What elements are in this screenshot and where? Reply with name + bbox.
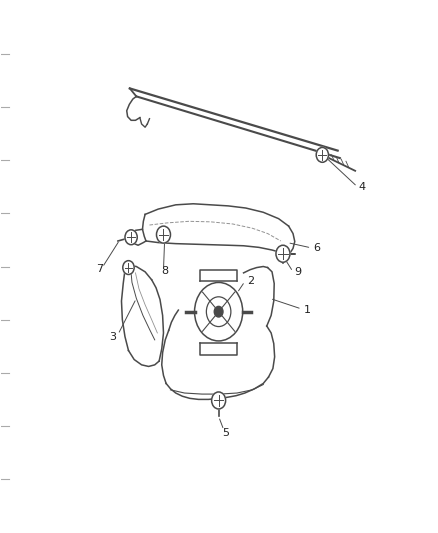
Text: 6: 6 bbox=[312, 243, 319, 253]
Circle shape bbox=[315, 148, 328, 163]
Text: 9: 9 bbox=[293, 267, 301, 277]
Circle shape bbox=[125, 230, 137, 245]
Circle shape bbox=[194, 282, 242, 341]
Text: 5: 5 bbox=[221, 428, 228, 438]
Text: 7: 7 bbox=[96, 264, 103, 274]
Text: 3: 3 bbox=[109, 332, 116, 342]
Circle shape bbox=[276, 245, 289, 262]
Text: 2: 2 bbox=[246, 276, 253, 286]
Text: 4: 4 bbox=[358, 182, 365, 192]
Circle shape bbox=[123, 261, 134, 274]
Text: 8: 8 bbox=[160, 266, 168, 277]
Circle shape bbox=[156, 226, 170, 243]
Circle shape bbox=[214, 306, 223, 317]
Circle shape bbox=[211, 392, 225, 409]
Text: 1: 1 bbox=[303, 305, 310, 315]
